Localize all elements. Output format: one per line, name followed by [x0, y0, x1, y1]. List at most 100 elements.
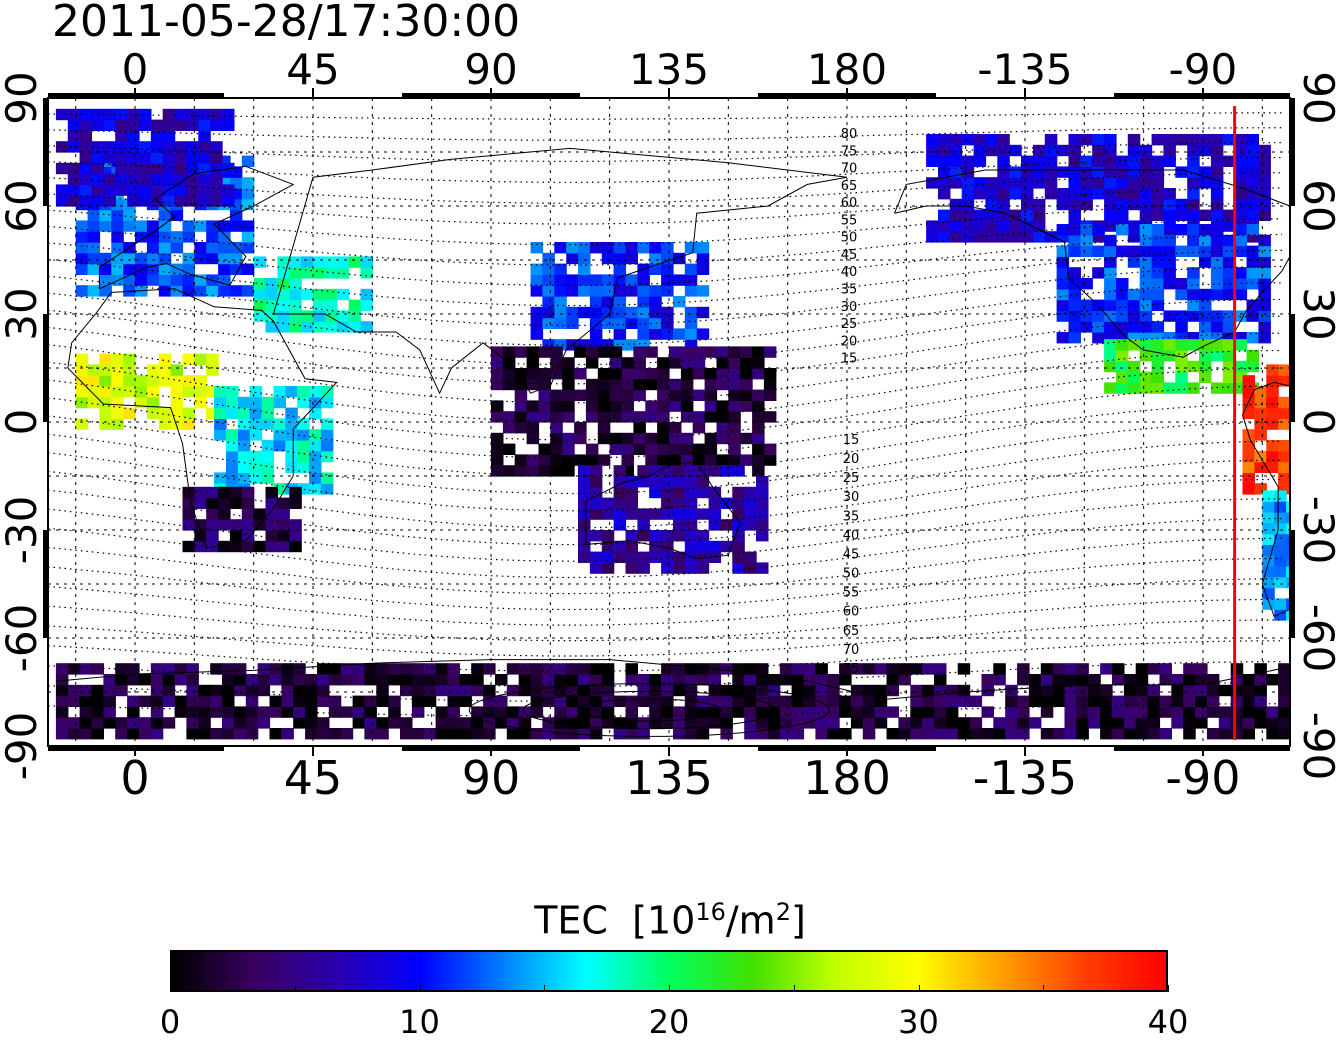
tec-cell	[993, 717, 1006, 729]
tec-cell	[1135, 663, 1149, 675]
tec-cell	[538, 454, 551, 466]
tec-cell	[1009, 188, 1022, 200]
colorbar	[170, 950, 1168, 992]
tec-cell	[1234, 155, 1248, 167]
tec-cell	[649, 540, 662, 553]
tec-cell	[1080, 188, 1093, 200]
tec-cell	[1246, 231, 1259, 243]
tec-cell	[752, 400, 765, 412]
tec-cell	[182, 418, 195, 430]
tec-cell	[293, 663, 306, 675]
tec-cell	[257, 717, 271, 729]
tec-cell	[732, 540, 745, 553]
tec-cell	[862, 717, 876, 729]
tec-cell	[1135, 706, 1149, 718]
tec-cell	[1139, 288, 1153, 301]
tec-cell	[253, 508, 267, 520]
tec-cell	[633, 411, 646, 423]
tec-cell	[162, 141, 176, 153]
tec-cell	[170, 274, 184, 286]
tec-cell	[186, 728, 199, 740]
tec-cell	[491, 400, 504, 412]
tec-cell	[949, 134, 963, 146]
tec-cell	[767, 728, 781, 740]
tec-cell	[578, 706, 591, 718]
tec-cell	[526, 432, 540, 445]
tec-cell	[589, 530, 603, 542]
tec-cell	[1254, 418, 1267, 430]
tec-cell	[67, 184, 81, 196]
tec-cell	[1175, 134, 1188, 146]
tec-cell	[704, 389, 718, 401]
tec-cell	[1175, 339, 1188, 351]
tec-cell	[550, 422, 563, 434]
tec-cell	[740, 389, 753, 401]
tec-cell	[218, 220, 231, 232]
tec-cell	[471, 717, 484, 729]
tec-cell	[1104, 278, 1117, 290]
tec-cell	[850, 684, 864, 697]
tec-cell	[186, 152, 199, 164]
tec-cell	[752, 443, 765, 455]
tec-cell	[471, 706, 484, 718]
tec-cell	[938, 144, 951, 157]
tec-cell	[1163, 188, 1176, 200]
tec-cell	[550, 368, 563, 380]
tec-cell	[1258, 299, 1271, 311]
tec-cell	[934, 674, 947, 686]
tec-cell	[613, 728, 627, 740]
tec-cell	[934, 728, 947, 740]
tec-cell	[969, 695, 983, 707]
tec-region	[253, 256, 373, 333]
tec-cell	[146, 364, 160, 376]
tec-cell	[139, 173, 152, 185]
tec-cell	[313, 267, 326, 279]
tec-cell	[79, 717, 93, 729]
tec-cell	[1210, 339, 1224, 351]
tec-cell	[613, 252, 627, 265]
tec-cell	[67, 119, 81, 131]
tec-cell	[198, 141, 211, 153]
tec-cell	[158, 209, 172, 221]
tec-cell	[261, 450, 275, 463]
tec-cell	[99, 396, 112, 409]
maglat-contour	[47, 142, 1283, 162]
tec-cell	[1163, 234, 1176, 247]
tec-cell	[1147, 695, 1161, 707]
tec-cell	[1116, 339, 1129, 351]
tec-cell	[910, 663, 923, 675]
tec-cell	[400, 674, 413, 686]
tec-cell	[728, 357, 741, 369]
tec-cell	[1159, 674, 1172, 686]
tec-cell	[625, 551, 638, 563]
tec-cell	[293, 674, 306, 686]
tec-cell	[222, 706, 235, 718]
tec-cell	[673, 728, 686, 740]
tec-cell	[237, 396, 251, 409]
tec-cell	[67, 195, 81, 207]
tec-cell	[67, 663, 81, 675]
tec-cell	[657, 389, 670, 401]
tec-cell	[673, 717, 686, 729]
tec-cell	[435, 717, 449, 729]
tec-cell	[1104, 234, 1117, 247]
tec-cell	[111, 231, 124, 243]
tec-cell	[1199, 360, 1212, 373]
tec-cell	[459, 728, 472, 740]
tec-cell	[305, 684, 318, 697]
tec-cell	[578, 519, 591, 531]
tec-cell	[79, 152, 93, 164]
tec-cell	[910, 728, 923, 740]
colorbar-units-exp2: 2	[775, 898, 791, 926]
tec-cell	[1187, 245, 1200, 257]
tec-cell	[1159, 663, 1172, 675]
tec-cell	[728, 432, 741, 445]
tec-cell	[1032, 177, 1046, 189]
tec-cell	[352, 663, 366, 675]
tec-cell	[269, 706, 282, 718]
tec-cell	[241, 497, 255, 509]
tec-cell	[1040, 674, 1054, 686]
colorbar-units-exp: 16	[695, 898, 726, 926]
tec-cell	[1242, 706, 1255, 718]
tec-cell	[981, 674, 994, 686]
